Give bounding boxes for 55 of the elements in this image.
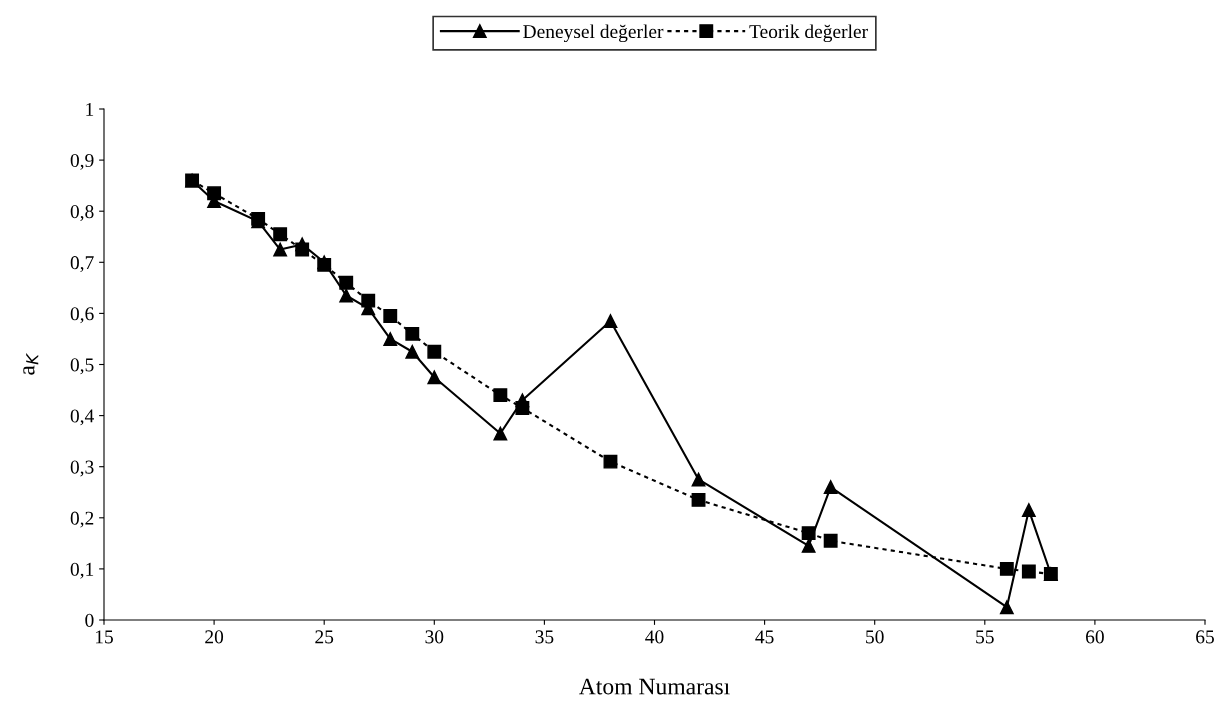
point (493, 388, 508, 403)
x-tick-label: 45 (755, 630, 774, 644)
x-tick-label: 65 (1196, 630, 1214, 644)
y-tick-label: 0 (85, 613, 94, 627)
x-tick-label: 40 (645, 630, 664, 644)
y-tick-label: 0,4 (70, 409, 94, 426)
x-tick-label: 25 (315, 630, 334, 644)
legend-label: Teorik değerler (749, 24, 868, 43)
point (493, 426, 508, 441)
point (405, 344, 420, 359)
y-tick-label: 0,9 (70, 153, 94, 170)
point (1021, 503, 1036, 518)
point (1021, 564, 1036, 579)
point (603, 454, 618, 469)
y-tick-label: 0,1 (70, 562, 94, 579)
point (427, 344, 442, 359)
y-tick-label: 0,3 (70, 460, 94, 477)
point (691, 472, 706, 487)
point (273, 227, 288, 242)
point (273, 242, 288, 257)
y-tick-label: 0,7 (70, 256, 94, 273)
point (295, 242, 310, 257)
point (515, 400, 530, 415)
point (823, 480, 838, 495)
x-tick-label: 35 (535, 630, 554, 644)
y-tick-label: 0,5 (70, 358, 94, 375)
point (603, 314, 618, 329)
x-tick-label: 30 (425, 630, 444, 644)
x-tick-label: 50 (866, 630, 884, 644)
point (383, 332, 398, 346)
point (207, 186, 222, 201)
x-axis-title: Atom Numarası (578, 678, 730, 695)
y-tick-label: 0,6 (70, 307, 94, 324)
x-tick-label: 55 (976, 630, 994, 644)
point (383, 309, 398, 323)
point (405, 326, 420, 341)
point (361, 293, 376, 308)
y-tick-label: 0,8 (70, 205, 94, 221)
x-tick-label: 20 (205, 630, 224, 644)
point (691, 492, 706, 507)
point (801, 526, 816, 541)
point (427, 370, 442, 385)
x-tick-label: 60 (1086, 630, 1104, 644)
point (823, 533, 838, 548)
legend-label: Deneysel değerler (523, 24, 664, 43)
point (801, 538, 816, 553)
x-tick-label: 15 (95, 630, 113, 644)
y-tick-label: 0,2 (70, 511, 94, 528)
point (339, 275, 354, 290)
y-tick-label: 1 (86, 102, 94, 116)
point (1043, 567, 1058, 581)
point (999, 600, 1014, 615)
point (339, 288, 354, 303)
y-axis-title: a$_{K}$ (23, 352, 39, 375)
point (999, 561, 1014, 576)
